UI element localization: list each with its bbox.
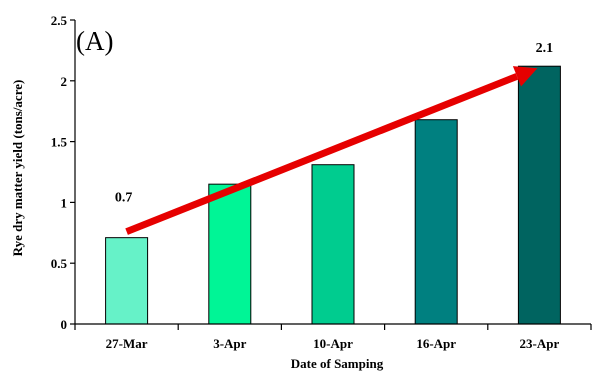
y-tick-label: 0 — [61, 317, 68, 332]
y-tick-label: 0.5 — [51, 256, 68, 271]
y-axis: 0 0.5 1 1.5 2 2.5 — [51, 13, 76, 332]
y-tick-label: 1.5 — [51, 135, 68, 150]
trend-arrow-head — [512, 66, 538, 87]
trend-arrow: 0.7 2.1 — [115, 41, 554, 235]
y-tick-label: 1 — [61, 195, 68, 210]
y-axis-title: Rye dry matter yield (tons/acre) — [10, 80, 25, 257]
bar-23-Apr — [517, 65, 561, 325]
x-axis-title: Date of Samping — [291, 356, 384, 371]
panel-label: (A) — [76, 26, 113, 56]
bar-10-Apr — [311, 164, 355, 325]
bar-27-Mar — [105, 237, 149, 325]
bars — [105, 65, 561, 325]
end-value-label: 2.1 — [536, 41, 554, 56]
x-tick-label: 27-Mar — [106, 336, 148, 351]
x-tick-label: 23-Apr — [520, 336, 560, 351]
bar-3-Apr — [208, 183, 252, 325]
x-axis: 27-Mar 3-Apr 10-Apr 16-Apr 23-Apr — [74, 323, 592, 351]
start-value-label: 0.7 — [115, 191, 133, 206]
y-tick-label: 2 — [61, 74, 68, 89]
x-tick-label: 10-Apr — [313, 336, 353, 351]
trend-arrow-shaft — [125, 73, 519, 235]
x-tick-label: 3-Apr — [213, 336, 246, 351]
bar-16-Apr — [414, 119, 458, 325]
y-tick-label: 2.5 — [51, 13, 68, 28]
x-tick-label: 16-Apr — [416, 336, 456, 351]
